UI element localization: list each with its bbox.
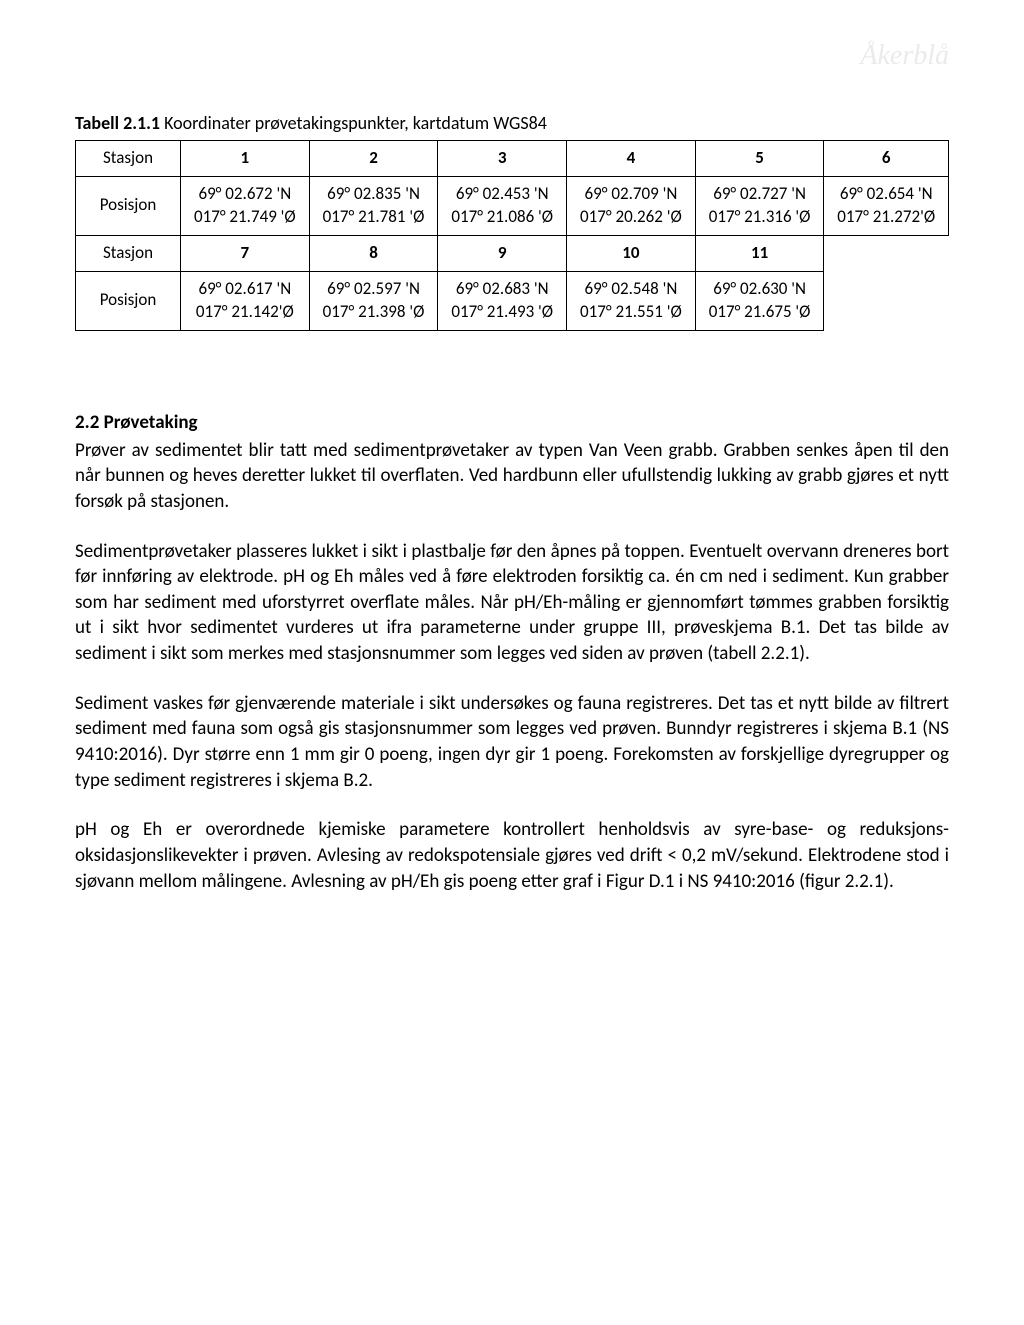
col-head: 9 (438, 235, 567, 271)
col-head: 1 (181, 141, 310, 177)
coord-cell: 69° 02.672 'N017° 21.749 'Ø (181, 176, 310, 235)
table-data-row: Posisjon 69° 02.617 'N017° 21.142'Ø 69° … (76, 271, 949, 330)
coord-cell: 69° 02.709 'N017° 20.262 'Ø (567, 176, 696, 235)
header-label: Stasjon (76, 141, 181, 177)
coord-cell: 69° 02.597 'N017° 21.398 'Ø (309, 271, 438, 330)
company-logo: Åkerblå (75, 40, 949, 72)
row-label: Posisjon (76, 176, 181, 235)
col-head: 3 (438, 141, 567, 177)
table-caption-bold: Tabell 2.1.1 (75, 112, 160, 134)
body-paragraph: Sedimentprøvetaker plasseres lukket i si… (75, 539, 949, 667)
coord-cell: 69° 02.835 'N017° 21.781 'Ø (309, 176, 438, 235)
col-head: 7 (181, 235, 310, 271)
col-head: 4 (567, 141, 696, 177)
row-label: Posisjon (76, 271, 181, 330)
table-data-row: Posisjon 69° 02.672 'N017° 21.749 'Ø 69°… (76, 176, 949, 235)
body-paragraph: pH og Eh er overordnede kjemiske paramet… (75, 817, 949, 894)
header-label: Stasjon (76, 235, 181, 271)
col-head: 5 (695, 141, 824, 177)
table-caption-rest: Koordinater prøvetakingspunkter, kartdat… (160, 112, 547, 134)
table-header-row: Stasjon 1 2 3 4 5 6 (76, 141, 949, 177)
body-paragraph: Prøver av sedimentet blir tatt med sedim… (75, 438, 949, 515)
col-head: 10 (567, 235, 696, 271)
col-head: 8 (309, 235, 438, 271)
coord-cell: 69° 02.548 'N017° 21.551 'Ø (567, 271, 696, 330)
body-paragraph: Sediment vaskes før gjenværende material… (75, 691, 949, 794)
col-head: 11 (695, 235, 824, 271)
coord-table-1: Stasjon 1 2 3 4 5 6 Posisjon 69° 02.672 … (75, 140, 949, 331)
coord-cell: 69° 02.617 'N017° 21.142'Ø (181, 271, 310, 330)
coord-cell: 69° 02.630 'N017° 21.675 'Ø (695, 271, 824, 330)
section-heading: 2.2 Prøvetaking (75, 411, 949, 434)
coord-cell: 69° 02.683 'N017° 21.493 'Ø (438, 271, 567, 330)
col-head: 6 (824, 141, 949, 177)
col-head: 2 (309, 141, 438, 177)
table-header-row: Stasjon 7 8 9 10 11 (76, 235, 949, 271)
empty-cell (824, 235, 949, 330)
coord-cell: 69° 02.727 'N017° 21.316 'Ø (695, 176, 824, 235)
table-caption: Tabell 2.1.1 Koordinater prøvetakingspun… (75, 112, 949, 134)
coord-cell: 69° 02.453 'N017° 21.086 'Ø (438, 176, 567, 235)
coord-cell: 69° 02.654 'N017° 21.272'Ø (824, 176, 949, 235)
